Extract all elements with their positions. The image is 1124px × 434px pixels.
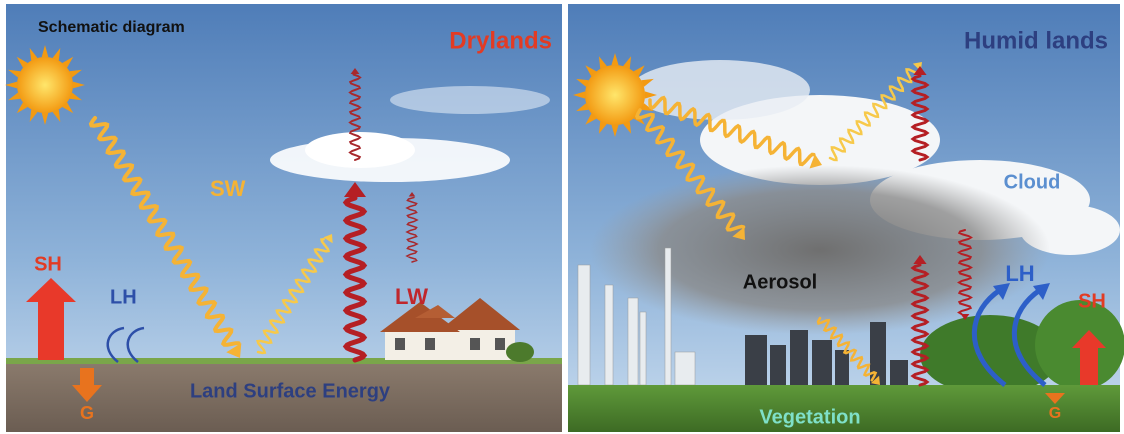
lw-label: LW bbox=[395, 284, 428, 309]
sun-ray bbox=[633, 65, 645, 77]
sun-ray bbox=[29, 109, 38, 122]
cloud bbox=[700, 95, 940, 185]
cloud bbox=[305, 132, 415, 168]
radiation-wave bbox=[648, 95, 816, 167]
left-panel bbox=[5, 4, 562, 432]
cloud bbox=[630, 60, 810, 120]
g-label: G bbox=[80, 403, 94, 423]
radiation-wave bbox=[957, 229, 973, 315]
sun-ray bbox=[52, 109, 61, 122]
sun-ray bbox=[576, 78, 589, 87]
soil bbox=[6, 364, 562, 432]
arrowhead bbox=[732, 226, 745, 240]
sun-ray bbox=[5, 81, 18, 89]
sun-ray bbox=[611, 53, 619, 66]
arrowhead bbox=[226, 343, 242, 358]
g-arrow bbox=[72, 368, 102, 402]
sun-ray bbox=[29, 48, 38, 61]
arrowhead bbox=[350, 68, 360, 74]
lh-arrows bbox=[106, 326, 145, 363]
sun-ray bbox=[52, 48, 61, 61]
sun-ray bbox=[69, 92, 82, 101]
lh-arrows bbox=[971, 287, 1047, 387]
sh-label: SH bbox=[34, 253, 62, 275]
heading: Schematic diagram bbox=[38, 19, 185, 36]
radiation-wave bbox=[828, 68, 921, 162]
g-label: G bbox=[1049, 405, 1061, 422]
trees bbox=[920, 315, 1060, 395]
arrowhead bbox=[408, 192, 416, 197]
sun-ray bbox=[16, 102, 28, 114]
arrowhead bbox=[960, 314, 970, 320]
arrowhead bbox=[870, 375, 880, 385]
sun-ray bbox=[16, 56, 28, 68]
radiation-wave bbox=[816, 316, 878, 382]
grass-strip bbox=[6, 358, 562, 364]
radiation-wave bbox=[405, 196, 419, 263]
vegetation-ground bbox=[568, 385, 1120, 432]
sh-arrow bbox=[26, 278, 76, 360]
g-arrow bbox=[1045, 393, 1065, 404]
radiation-wave bbox=[635, 108, 746, 232]
sun-ray bbox=[585, 65, 597, 77]
sun-ray bbox=[644, 91, 657, 99]
sun-ray bbox=[62, 56, 74, 68]
sun-ray bbox=[573, 91, 586, 99]
sun-ray bbox=[72, 81, 85, 89]
arrowhead bbox=[1033, 283, 1050, 300]
arrowhead bbox=[344, 182, 366, 197]
arrowhead bbox=[809, 154, 822, 169]
lh-label: LH bbox=[1005, 261, 1034, 286]
aerosol-label: Aerosol bbox=[743, 271, 817, 293]
radiation-wave bbox=[348, 73, 362, 161]
sun-ray bbox=[576, 103, 589, 112]
sun-ray bbox=[598, 121, 607, 134]
radiation-wave bbox=[910, 74, 930, 162]
arrowhead bbox=[913, 255, 927, 264]
sun-ray bbox=[62, 102, 74, 114]
radiation-wave bbox=[256, 237, 331, 355]
radiation-wave bbox=[342, 195, 368, 363]
right-panel bbox=[568, 4, 1124, 432]
radiation-wave bbox=[88, 116, 241, 347]
house bbox=[380, 298, 534, 362]
arrowhead bbox=[993, 283, 1010, 300]
arrowhead bbox=[323, 234, 333, 244]
panel-title: Drylands bbox=[449, 27, 552, 54]
sun-ray bbox=[8, 92, 21, 101]
sun-ray bbox=[623, 121, 632, 134]
sw-label: SW bbox=[210, 176, 246, 201]
sh-arrow bbox=[1072, 330, 1106, 385]
sun-ray bbox=[585, 113, 597, 125]
sun-ray bbox=[41, 112, 49, 125]
sh-label: SH bbox=[1078, 290, 1106, 312]
sun-ray bbox=[69, 69, 82, 78]
sun-ray bbox=[611, 124, 619, 137]
sun-ray bbox=[8, 69, 21, 78]
panel-title: Humid lands bbox=[964, 27, 1108, 54]
sun bbox=[573, 53, 657, 137]
lh-label: LH bbox=[110, 286, 137, 308]
cloud bbox=[390, 86, 550, 114]
vegetation-label: Vegetation bbox=[759, 406, 860, 428]
sun-ray bbox=[41, 45, 49, 58]
arrowhead bbox=[913, 66, 927, 75]
sun-ray bbox=[623, 56, 632, 69]
sun-ray bbox=[598, 56, 607, 69]
sun-ray bbox=[641, 78, 654, 87]
sun-disc bbox=[585, 65, 645, 125]
aerosol-haze bbox=[590, 165, 1050, 335]
surface-label: Land Surface Energy bbox=[190, 380, 391, 402]
radiation-wave bbox=[910, 263, 930, 387]
cloud-label: Cloud bbox=[1004, 171, 1061, 193]
sun-disc bbox=[17, 57, 73, 113]
sun bbox=[5, 45, 85, 125]
